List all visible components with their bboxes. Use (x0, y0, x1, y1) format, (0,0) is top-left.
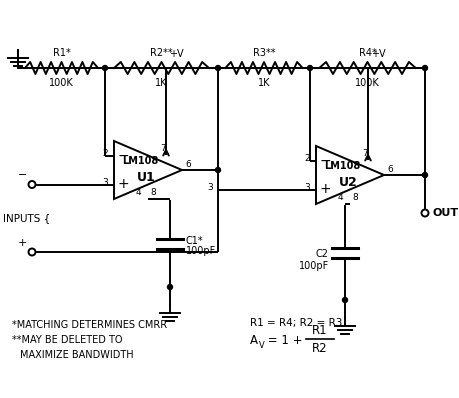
Circle shape (307, 66, 312, 70)
Text: 7: 7 (160, 144, 166, 154)
Text: 4: 4 (135, 189, 140, 197)
Circle shape (421, 172, 426, 178)
Text: +: + (319, 183, 330, 197)
Text: +V: +V (168, 49, 183, 59)
Text: 7: 7 (361, 150, 367, 158)
Text: = 1 +: = 1 + (263, 334, 302, 347)
Text: 3: 3 (207, 183, 213, 192)
Text: −: − (17, 170, 27, 181)
Text: 1K: 1K (257, 78, 270, 88)
Text: 100K: 100K (49, 78, 74, 88)
Text: C1*: C1* (185, 236, 203, 246)
Text: 100pF: 100pF (298, 261, 328, 271)
Text: 3: 3 (303, 183, 309, 192)
Text: 100K: 100K (354, 78, 379, 88)
Text: OUTPUT: OUTPUT (432, 208, 459, 218)
Circle shape (28, 248, 35, 256)
Text: U2: U2 (338, 176, 357, 189)
Circle shape (28, 181, 35, 188)
Text: 8: 8 (351, 193, 357, 203)
Text: A: A (249, 334, 257, 347)
Text: MAXIMIZE BANDWIDTH: MAXIMIZE BANDWIDTH (20, 350, 133, 360)
Text: R3**: R3** (252, 48, 274, 58)
Polygon shape (315, 146, 383, 204)
Text: INPUTS {: INPUTS { (3, 213, 50, 223)
Text: U1: U1 (136, 172, 155, 185)
Circle shape (421, 66, 426, 70)
Text: +: + (17, 238, 27, 248)
Text: C2: C2 (315, 249, 328, 259)
Text: R2: R2 (312, 343, 327, 355)
Text: R1 = R4; R2 = R3: R1 = R4; R2 = R3 (249, 318, 341, 328)
Text: −: − (117, 148, 129, 162)
Text: V: V (258, 341, 264, 349)
Text: R2**: R2** (150, 48, 173, 58)
Text: 8: 8 (150, 189, 156, 197)
Text: *MATCHING DETERMINES CMRR: *MATCHING DETERMINES CMRR (12, 320, 167, 330)
Circle shape (215, 168, 220, 172)
Text: LM108: LM108 (122, 156, 158, 166)
Text: LM108: LM108 (323, 161, 359, 171)
Polygon shape (114, 141, 182, 199)
Text: 1K: 1K (155, 78, 168, 88)
Circle shape (215, 66, 220, 70)
Text: 6: 6 (386, 166, 392, 174)
Circle shape (167, 285, 172, 289)
Text: R1*: R1* (52, 48, 70, 58)
Text: 100pF: 100pF (185, 246, 216, 256)
Text: **MAY BE DELETED TO: **MAY BE DELETED TO (12, 335, 122, 345)
Text: +V: +V (370, 49, 385, 59)
Circle shape (420, 209, 428, 217)
Text: 6: 6 (185, 160, 190, 170)
Text: 4: 4 (336, 193, 342, 203)
Text: 3: 3 (102, 178, 108, 187)
Text: 2: 2 (102, 149, 108, 158)
Circle shape (102, 66, 107, 70)
Text: 2: 2 (304, 154, 309, 163)
Circle shape (342, 297, 347, 302)
Text: R1: R1 (312, 324, 327, 338)
Text: −: − (319, 154, 330, 168)
Text: R4*: R4* (358, 48, 375, 58)
Text: +: + (117, 178, 129, 191)
